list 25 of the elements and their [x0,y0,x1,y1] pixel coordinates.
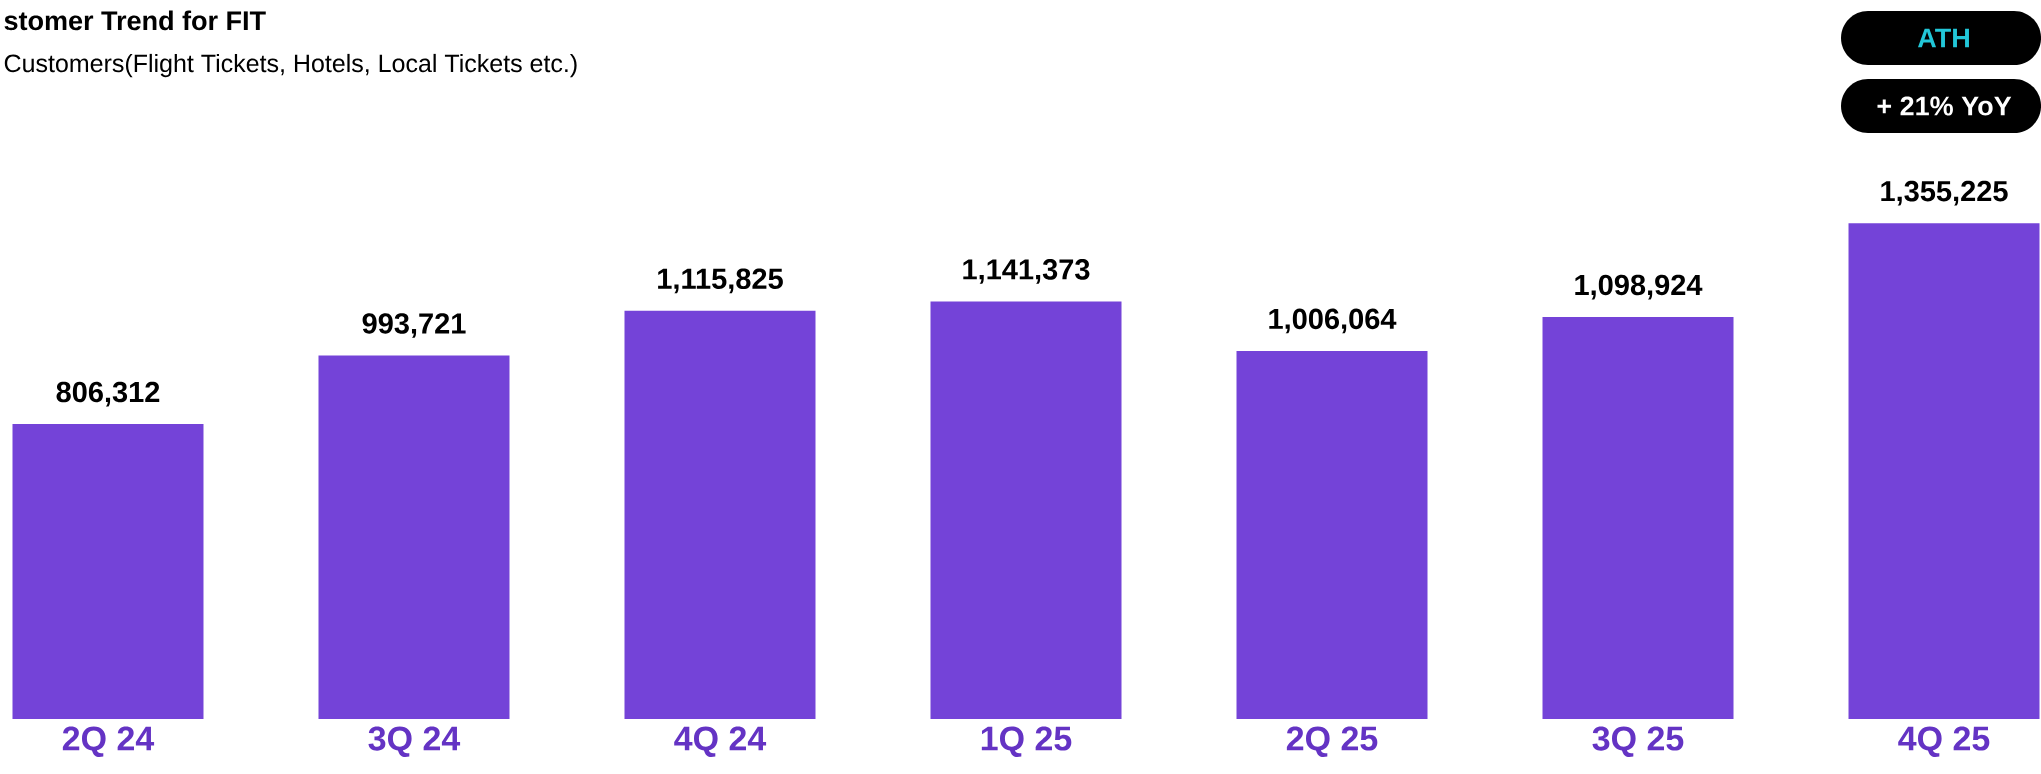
data-label: 1,006,064 [1269,308,1397,334]
data-label: 1,098,924 [1575,274,1703,300]
x-tick-label: 2Q 24 [62,726,155,757]
data-label: 993,721 [362,313,466,338]
bar [12,423,204,719]
x-tick-label: 4Q 25 [1898,726,1990,757]
text: ATH [1917,28,1969,48]
chart-subtitle: Customers(Flight Tickets, Hotels, Local Tickets etc.) [4,53,577,78]
bar [1848,223,2040,719]
bar [930,301,1122,719]
data-label: 806,312 [56,381,160,407]
data-label: 1,115,825 [658,268,783,294]
x-tick-label: 2Q 25 [1286,726,1378,757]
bar [624,310,816,719]
x-tick-label: 3Q 25 [1592,726,1684,757]
bar [318,355,510,719]
x-tick-label: 3Q 24 [368,726,461,757]
bar [1236,350,1428,719]
chart-title: stomer Trend for FIT [4,10,266,31]
bar [1542,316,1734,719]
x-tick-label: 4Q 24 [674,726,767,757]
data-label: 1,355,225 [1881,180,2008,206]
data-label: 1,141,373 [963,259,1090,284]
text: + 21% YoY [1877,96,2012,116]
x-tick-label: 1Q 25 [981,726,1072,757]
